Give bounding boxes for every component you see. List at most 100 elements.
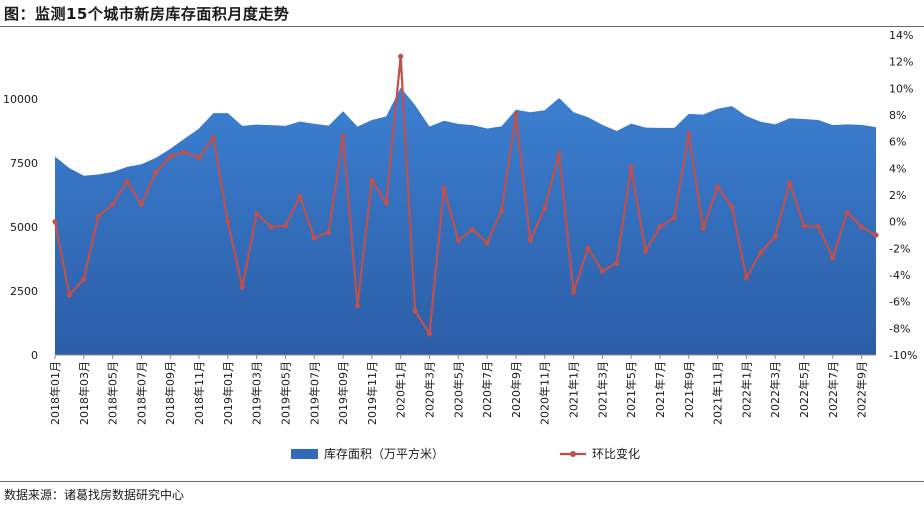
y-right-tick-label: 10% [889, 82, 913, 95]
mom-change-point [729, 204, 735, 210]
y-right-tick-label: 12% [889, 56, 913, 69]
chart: 0 2500 5000 7500 10000 -10% -8% -6% -4% -2% 0% 2% 4%… [3, 29, 917, 461]
x-tick-label: 2019年11月 [365, 361, 379, 425]
y-left-tick-label: 0 [31, 349, 38, 362]
x-tick-label: 2020年11月 [538, 361, 552, 425]
x-tick-label: 2020年1月 [394, 361, 408, 418]
x-tick-label: 2022年1月 [739, 361, 753, 418]
mom-change-point [441, 185, 447, 191]
mom-change-point [81, 276, 87, 282]
inventory-area [55, 87, 876, 356]
y-right-tick-label: 2% [889, 189, 906, 202]
mom-change-point [311, 235, 317, 241]
mom-change-point [844, 209, 850, 215]
y-left-tick-label: 2500 [10, 285, 38, 298]
mom-change-point [326, 229, 332, 235]
mom-change-point [239, 284, 245, 290]
legend-area-label: 库存面积（万平方米） [324, 446, 444, 461]
x-tick-label: 2018年01月 [48, 361, 62, 425]
x-tick-label: 2020年9月 [509, 361, 523, 418]
mom-change-point [700, 225, 706, 231]
mom-change-point [830, 255, 836, 261]
mom-change-point [599, 268, 605, 274]
mom-change-point [484, 240, 490, 246]
x-tick-label: 2021年1月 [567, 361, 581, 418]
mom-change-point [282, 223, 289, 229]
mom-change-point [527, 237, 533, 243]
mom-change-point [873, 232, 879, 238]
x-tick-label: 2019年03月 [250, 361, 264, 425]
mom-change-point [383, 200, 389, 206]
mom-change-point [743, 275, 749, 281]
mom-change-point [758, 249, 764, 255]
y-left-tick-label: 10000 [3, 93, 38, 106]
mom-change-point [714, 184, 721, 190]
x-tick-label: 2022年3月 [768, 361, 782, 418]
x-tick-label: 2021年11月 [711, 361, 725, 425]
mom-change-point [124, 179, 130, 185]
y-left-tick-label: 7500 [10, 157, 38, 170]
mom-change-point [686, 131, 692, 137]
x-tick-label: 2021年9月 [682, 361, 696, 418]
mom-change-point [196, 155, 202, 161]
x-tick-label: 2020年7月 [480, 361, 494, 418]
mom-change-point [556, 151, 562, 157]
mom-change-point [513, 112, 519, 118]
y-right-tick-label: 4% [889, 162, 906, 175]
mom-change-point [786, 180, 793, 186]
x-tick-label: 2021年5月 [624, 361, 638, 418]
mom-change-point [225, 219, 231, 225]
y-right-tick-label: -2% [889, 242, 910, 255]
x-tick-label: 2022年5月 [797, 361, 811, 418]
mom-change-point [354, 303, 361, 309]
mom-change-point [340, 133, 346, 139]
x-tick-label: 2019年07月 [307, 361, 321, 425]
x-tick-label: 2020年5月 [451, 361, 465, 418]
x-tick-label: 2021年3月 [595, 361, 609, 418]
mom-change-point [772, 233, 778, 239]
mom-change-point [628, 164, 634, 170]
mom-change-point [369, 177, 375, 183]
mom-change-point [570, 289, 577, 295]
x-tick-label: 2019年05月 [278, 361, 292, 425]
mom-change-point [642, 248, 649, 254]
mom-change-point [815, 224, 821, 230]
mom-change-point [657, 224, 663, 230]
x-tick-label: 2022年7月 [826, 361, 840, 418]
x-tick-label: 2018年09月 [163, 361, 177, 425]
mom-change-point [66, 292, 72, 298]
x-tick-label: 2020年3月 [422, 361, 436, 418]
y-right-tick-label: 8% [889, 109, 906, 122]
mom-change-point [110, 201, 116, 207]
legend-line-marker [570, 451, 576, 457]
y-right-tick-label: 14% [889, 29, 913, 42]
y-right-tick-label: 6% [889, 136, 906, 149]
x-tick-label: 2018年07月 [134, 361, 148, 425]
mom-change-point [671, 215, 677, 221]
mom-change-point [498, 208, 505, 214]
mom-change-point [268, 224, 274, 230]
mom-change-point [153, 169, 159, 175]
mom-change-point [801, 223, 807, 229]
mom-change-point [167, 153, 173, 159]
x-tick-label: 2022年9月 [855, 361, 869, 418]
mom-change-point [614, 260, 620, 266]
mom-change-point [254, 211, 260, 217]
mom-change-point [542, 205, 548, 211]
footer-divider [0, 481, 924, 482]
mom-change-point [182, 149, 188, 155]
y-left-tick-label: 5000 [10, 221, 38, 234]
mom-change-point [426, 331, 433, 337]
mom-change-point [52, 219, 58, 225]
mom-change-point [470, 227, 476, 233]
mom-change-point [859, 224, 865, 230]
y-right-tick-label: -10% [889, 349, 917, 362]
x-tick-label: 2019年09月 [336, 361, 350, 425]
y-right-tick-label: 0% [889, 216, 906, 229]
x-tick-label: 2019年01月 [221, 361, 235, 425]
mom-change-point [138, 201, 145, 207]
x-tick-label: 2018年11月 [192, 361, 206, 425]
title-divider [0, 26, 924, 27]
legend-line-label: 环比变化 [592, 446, 640, 461]
mom-change-point [95, 213, 101, 219]
